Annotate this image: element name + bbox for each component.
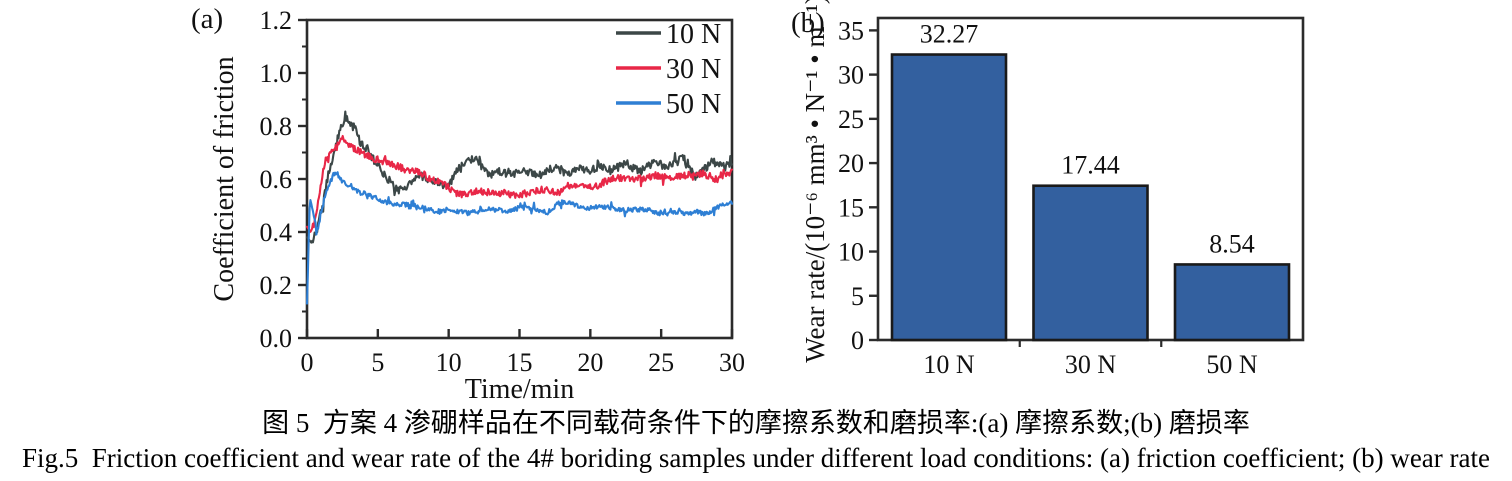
svg-text:30 N: 30 N	[666, 54, 721, 85]
svg-text:0.2: 0.2	[260, 271, 293, 300]
svg-text:5: 5	[371, 348, 384, 377]
svg-text:32.27: 32.27	[920, 20, 979, 49]
svg-text:Wear rate/(10⁻⁶ mm³ • N⁻¹ • m⁻: Wear rate/(10⁻⁶ mm³ • N⁻¹ • m⁻¹)	[800, 0, 830, 363]
svg-text:0.8: 0.8	[260, 112, 293, 141]
svg-text:15: 15	[507, 348, 533, 377]
svg-text:25: 25	[838, 105, 864, 134]
svg-text:10 N: 10 N	[923, 350, 975, 379]
svg-text:10 N: 10 N	[666, 19, 721, 50]
panel-b-label: (b)	[791, 7, 825, 39]
svg-text:0.4: 0.4	[260, 218, 293, 247]
svg-text:15: 15	[838, 193, 864, 222]
svg-text:0: 0	[851, 326, 864, 355]
svg-text:30: 30	[838, 61, 864, 90]
svg-text:5: 5	[851, 282, 864, 311]
svg-text:10: 10	[436, 348, 462, 377]
svg-text:20: 20	[838, 149, 864, 178]
svg-text:1.2: 1.2	[260, 6, 293, 35]
svg-text:Time/min: Time/min	[465, 374, 574, 400]
charts-canvas: 0.0 0.2 0.4 0.6 0.8 1.0 1.2 0 5 10 15 20 25 30 Time/mi…	[209, 0, 1305, 405]
friction-coefficient-line-chart: 0.0 0.2 0.4 0.6 0.8 1.0 1.2 0 5 10 15 20 25 30 Time/mi…	[209, 6, 745, 405]
wear-rate-bar-chart: 0 5 10 15 20 25 30 35 32.27 10 N 17.44 30 N 8.54 50 N…	[800, 0, 1305, 379]
svg-text:50 N: 50 N	[1206, 350, 1258, 379]
caption-english: Fig.5 Friction coefficient and wear rate…	[22, 443, 1490, 473]
panel-a-label: (a)	[191, 3, 224, 35]
svg-text:0: 0	[301, 348, 314, 377]
svg-text:50 N: 50 N	[666, 89, 721, 120]
svg-text:0.6: 0.6	[260, 165, 293, 194]
svg-text:0.0: 0.0	[260, 324, 293, 353]
svg-text:8.54: 8.54	[1209, 229, 1255, 258]
svg-text:30 N: 30 N	[1065, 350, 1117, 379]
svg-text:35: 35	[838, 16, 864, 45]
svg-text:1.0: 1.0	[260, 59, 293, 88]
svg-text:Coefficient of friction: Coefficient of friction	[209, 56, 240, 301]
svg-text:25: 25	[648, 348, 674, 377]
svg-text:30: 30	[719, 348, 745, 377]
svg-text:20: 20	[577, 348, 603, 377]
svg-text:17.44: 17.44	[1061, 151, 1120, 180]
caption-chinese: 图 5 方案 4 渗硼样品在不同载荷条件下的摩擦系数和磨损率:(a) 摩擦系数;…	[262, 408, 1250, 438]
svg-text:10: 10	[838, 238, 864, 267]
